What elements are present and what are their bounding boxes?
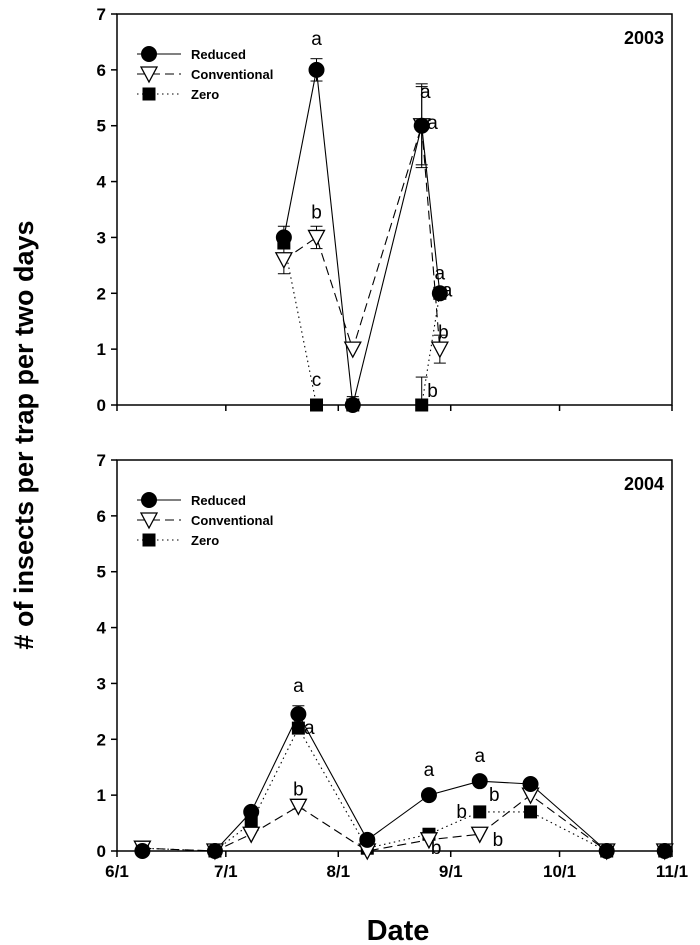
data-point-reduced (206, 843, 223, 859)
data-point-reduced (420, 787, 437, 804)
significance-label: b (489, 785, 500, 806)
y-tick-label: 5 (97, 117, 106, 136)
legend-marker (141, 46, 157, 62)
significance-label: a (427, 113, 438, 134)
data-point-conventional (289, 798, 308, 816)
y-tick-label: 4 (97, 619, 107, 638)
data-point-zero (310, 398, 324, 412)
data-point-conventional (307, 229, 326, 247)
data-point-conventional (343, 341, 362, 359)
significance-label: a (442, 280, 453, 301)
y-axis-title: # of insects per trap per two days (9, 220, 39, 649)
x-tick-label: 7/1 (214, 862, 238, 881)
data-point-reduced (243, 803, 260, 820)
data-point-reduced (431, 285, 448, 302)
significance-label: b (427, 381, 438, 402)
significance-label: a (304, 718, 315, 739)
x-tick-label: 10/1 (543, 862, 576, 881)
legend-label: Reduced (191, 47, 246, 62)
data-point-zero (244, 816, 258, 830)
series-line-conventional (283, 125, 441, 351)
legend-label: Conventional (191, 67, 273, 82)
series-line-zero (142, 726, 665, 852)
data-point-conventional (274, 252, 293, 270)
significance-label: b (438, 322, 449, 343)
y-tick-label: 7 (97, 5, 106, 24)
y-tick-label: 2 (97, 284, 106, 303)
data-point-conventional (470, 826, 489, 844)
y-tick-label: 3 (97, 228, 106, 247)
legend-label: Conventional (191, 513, 273, 528)
legend-label: Reduced (191, 493, 246, 508)
x-tick-label: 9/1 (439, 862, 463, 881)
y-tick-label: 1 (97, 340, 106, 359)
plot-frame (116, 13, 673, 406)
significance-label: b (431, 838, 442, 859)
series-line-zero (283, 242, 441, 406)
legend-marker (139, 512, 159, 530)
data-point-reduced (359, 831, 376, 848)
significance-label: a (474, 746, 485, 767)
y-tick-label: 1 (97, 786, 106, 805)
data-point-reduced (134, 843, 151, 859)
y-tick-label: 6 (97, 507, 106, 526)
x-tick-label: 8/1 (326, 862, 350, 881)
data-point-reduced (308, 61, 325, 78)
legend-marker (142, 533, 156, 547)
data-point-reduced (344, 397, 361, 413)
data-point-zero (415, 398, 429, 412)
significance-label: b (493, 830, 504, 851)
panel-year-label: 2004 (624, 474, 664, 494)
data-point-reduced (598, 843, 615, 859)
data-point-conventional (430, 341, 449, 359)
y-tick-label: 5 (97, 563, 106, 582)
significance-label: a (420, 82, 431, 103)
data-point-reduced (290, 706, 307, 723)
data-point-reduced (522, 775, 539, 792)
legend-label: Zero (191, 533, 219, 548)
plot-frame (116, 459, 673, 852)
significance-label: b (311, 202, 322, 223)
panel-year-label: 2003 (624, 28, 664, 48)
y-tick-label: 7 (97, 451, 106, 470)
x-tick-label: 11/1 (656, 862, 688, 881)
significance-label: c (312, 370, 322, 391)
data-point-reduced (656, 843, 673, 859)
legend-label: Zero (191, 87, 219, 102)
data-point-reduced (275, 229, 292, 246)
significance-label: a (293, 676, 304, 697)
data-point-zero (524, 805, 538, 819)
y-tick-label: 2 (97, 730, 106, 749)
data-point-zero (291, 721, 305, 735)
y-tick-label: 0 (97, 842, 106, 861)
y-tick-label: 6 (97, 61, 106, 80)
series-line-conventional (142, 794, 665, 852)
panel-2003: 01234567abcaaaabb2003ReducedConventional… (97, 5, 673, 415)
x-axis-title: Date (367, 915, 430, 945)
data-point-reduced (471, 773, 488, 790)
data-point-conventional (242, 826, 261, 844)
data-point-conventional (419, 832, 439, 850)
y-tick-label: 4 (97, 173, 107, 192)
x-tick-label: 6/1 (105, 862, 129, 881)
series-line-reduced (142, 712, 665, 852)
significance-label: a (311, 29, 322, 50)
significance-label: b (456, 802, 467, 823)
significance-label: b (293, 780, 304, 801)
data-point-zero (473, 805, 487, 819)
legend-marker (142, 87, 156, 101)
y-tick-label: 3 (97, 674, 106, 693)
data-point-reduced (413, 117, 430, 134)
significance-label: a (424, 760, 435, 781)
significance-label: a (435, 264, 446, 285)
y-tick-label: 0 (97, 396, 106, 415)
legend-marker (139, 66, 159, 84)
legend-marker (141, 492, 157, 508)
